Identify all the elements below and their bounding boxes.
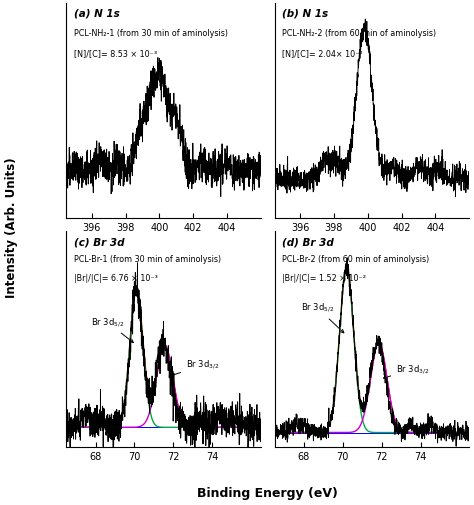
Text: (a) N 1s: (a) N 1s (74, 9, 120, 19)
Text: Binding Energy (eV): Binding Energy (eV) (197, 487, 338, 500)
Text: PCL-NH₂-1 (from 30 min of aminolysis): PCL-NH₂-1 (from 30 min of aminolysis) (74, 29, 228, 38)
Text: (c) Br 3d: (c) Br 3d (74, 238, 125, 247)
Text: Intensity (Arb. Units): Intensity (Arb. Units) (5, 157, 18, 297)
Text: Br 3d$_{5/2}$: Br 3d$_{5/2}$ (301, 301, 344, 333)
Text: |Br|/|C|= 6.76 × 10⁻³: |Br|/|C|= 6.76 × 10⁻³ (74, 274, 158, 283)
Text: PCL-Br-2 (from 60 min of aminolysis): PCL-Br-2 (from 60 min of aminolysis) (283, 255, 429, 264)
Text: PCL-NH₂-2 (from 60 min of aminolysis): PCL-NH₂-2 (from 60 min of aminolysis) (283, 29, 437, 38)
Text: Br 3d$_{3/2}$: Br 3d$_{3/2}$ (383, 363, 429, 379)
Text: (d) Br 3d: (d) Br 3d (283, 238, 334, 247)
Text: |Br|/|C|= 1.52 × 10⁻²: |Br|/|C|= 1.52 × 10⁻² (283, 274, 366, 283)
Text: (b) N 1s: (b) N 1s (283, 9, 328, 19)
Text: PCL-Br-1 (from 30 min of aminolysis): PCL-Br-1 (from 30 min of aminolysis) (74, 255, 221, 264)
Text: [N]/[C]= 2.04× 10⁻²: [N]/[C]= 2.04× 10⁻² (283, 49, 363, 58)
Text: [N]/[C]= 8.53 × 10⁻³: [N]/[C]= 8.53 × 10⁻³ (74, 49, 157, 58)
Text: Br 3d$_{5/2}$: Br 3d$_{5/2}$ (91, 316, 133, 342)
Text: Br 3d$_{3/2}$: Br 3d$_{3/2}$ (169, 359, 219, 377)
